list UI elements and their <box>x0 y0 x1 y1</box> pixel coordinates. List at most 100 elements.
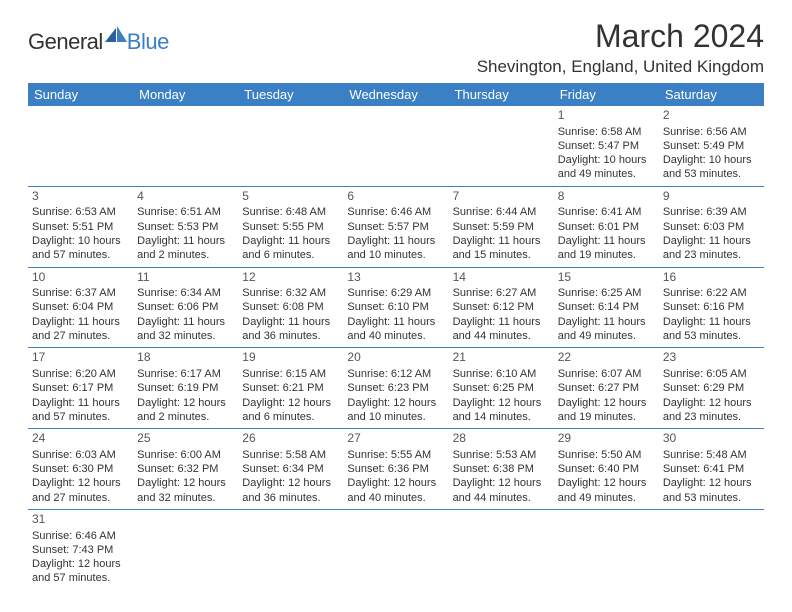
calendar-empty-cell <box>133 509 238 589</box>
day-number: 22 <box>558 350 655 366</box>
day-info-line: Daylight: 12 hours <box>242 476 339 490</box>
calendar-week-row: 31Sunrise: 6:46 AMSunset: 7:43 PMDayligh… <box>28 509 764 589</box>
day-info-line: and 36 minutes. <box>242 329 339 343</box>
day-info-line: and 40 minutes. <box>347 491 444 505</box>
day-number: 16 <box>663 270 760 286</box>
day-info-line: Sunrise: 6:44 AM <box>453 205 550 219</box>
day-number: 14 <box>453 270 550 286</box>
calendar-body: 1Sunrise: 6:58 AMSunset: 5:47 PMDaylight… <box>28 106 764 590</box>
calendar-empty-cell <box>238 106 343 186</box>
day-info-line: Daylight: 11 hours <box>242 315 339 329</box>
day-number: 25 <box>137 431 234 447</box>
day-info-line: and 49 minutes. <box>558 329 655 343</box>
calendar-empty-cell <box>28 106 133 186</box>
day-info-line: Sunset: 6:27 PM <box>558 381 655 395</box>
day-number: 31 <box>32 512 129 528</box>
day-info-line: and 57 minutes. <box>32 410 129 424</box>
day-info-line: Sunrise: 5:48 AM <box>663 448 760 462</box>
day-info-line: and 44 minutes. <box>453 329 550 343</box>
calendar-day-cell: 23Sunrise: 6:05 AMSunset: 6:29 PMDayligh… <box>659 348 764 429</box>
weekday-header: Tuesday <box>238 83 343 106</box>
calendar-week-row: 3Sunrise: 6:53 AMSunset: 5:51 PMDaylight… <box>28 186 764 267</box>
day-info-line: Sunset: 6:29 PM <box>663 381 760 395</box>
day-info-line: and 53 minutes. <box>663 491 760 505</box>
weekday-header: Monday <box>133 83 238 106</box>
calendar-day-cell: 26Sunrise: 5:58 AMSunset: 6:34 PMDayligh… <box>238 429 343 510</box>
weekday-header: Thursday <box>449 83 554 106</box>
day-info-line: Sunset: 5:49 PM <box>663 139 760 153</box>
weekday-header: Sunday <box>28 83 133 106</box>
day-number: 9 <box>663 189 760 205</box>
day-info-line: and 23 minutes. <box>663 410 760 424</box>
day-info-line: Sunset: 6:12 PM <box>453 300 550 314</box>
day-info-line: and 32 minutes. <box>137 329 234 343</box>
day-info-line: Sunrise: 6:39 AM <box>663 205 760 219</box>
day-number: 2 <box>663 108 760 124</box>
day-info-line: and 44 minutes. <box>453 491 550 505</box>
day-info-line: Sunset: 6:19 PM <box>137 381 234 395</box>
calendar-empty-cell <box>343 509 448 589</box>
day-number: 24 <box>32 431 129 447</box>
day-info-line: Daylight: 11 hours <box>242 234 339 248</box>
day-info-line: and 57 minutes. <box>32 248 129 262</box>
day-info-line: Sunrise: 6:25 AM <box>558 286 655 300</box>
calendar-day-cell: 6Sunrise: 6:46 AMSunset: 5:57 PMDaylight… <box>343 186 448 267</box>
day-info-line: Daylight: 11 hours <box>663 234 760 248</box>
day-info-line: and 6 minutes. <box>242 248 339 262</box>
day-info-line: Sunrise: 6:00 AM <box>137 448 234 462</box>
day-info-line: Sunrise: 6:29 AM <box>347 286 444 300</box>
day-info-line: Sunrise: 6:51 AM <box>137 205 234 219</box>
calendar-empty-cell <box>449 106 554 186</box>
day-info-line: Daylight: 11 hours <box>663 315 760 329</box>
day-info-line: Sunset: 5:53 PM <box>137 220 234 234</box>
calendar-day-cell: 12Sunrise: 6:32 AMSunset: 6:08 PMDayligh… <box>238 267 343 348</box>
logo-text-blue: Blue <box>127 29 169 55</box>
day-number: 23 <box>663 350 760 366</box>
day-info-line: Sunset: 6:41 PM <box>663 462 760 476</box>
day-info-line: Sunset: 6:03 PM <box>663 220 760 234</box>
calendar-day-cell: 15Sunrise: 6:25 AMSunset: 6:14 PMDayligh… <box>554 267 659 348</box>
day-info-line: Daylight: 11 hours <box>347 315 444 329</box>
calendar-day-cell: 5Sunrise: 6:48 AMSunset: 5:55 PMDaylight… <box>238 186 343 267</box>
day-info-line: Daylight: 11 hours <box>453 234 550 248</box>
day-info-line: and 36 minutes. <box>242 491 339 505</box>
calendar-day-cell: 8Sunrise: 6:41 AMSunset: 6:01 PMDaylight… <box>554 186 659 267</box>
location: Shevington, England, United Kingdom <box>477 57 764 77</box>
day-number: 10 <box>32 270 129 286</box>
day-info-line: Sunset: 6:10 PM <box>347 300 444 314</box>
day-info-line: Daylight: 10 hours <box>663 153 760 167</box>
day-info-line: Sunrise: 6:37 AM <box>32 286 129 300</box>
day-info-line: Sunset: 6:04 PM <box>32 300 129 314</box>
calendar-empty-cell <box>343 106 448 186</box>
day-number: 27 <box>347 431 444 447</box>
day-info-line: and 10 minutes. <box>347 410 444 424</box>
day-number: 7 <box>453 189 550 205</box>
day-info-line: Daylight: 12 hours <box>663 476 760 490</box>
title-block: March 2024 Shevington, England, United K… <box>477 18 764 77</box>
day-number: 8 <box>558 189 655 205</box>
day-info-line: Daylight: 11 hours <box>558 234 655 248</box>
day-info-line: Daylight: 12 hours <box>558 396 655 410</box>
day-info-line: Sunrise: 6:15 AM <box>242 367 339 381</box>
day-info-line: Sunset: 6:01 PM <box>558 220 655 234</box>
calendar-week-row: 24Sunrise: 6:03 AMSunset: 6:30 PMDayligh… <box>28 429 764 510</box>
calendar-day-cell: 22Sunrise: 6:07 AMSunset: 6:27 PMDayligh… <box>554 348 659 429</box>
day-info-line: and 32 minutes. <box>137 491 234 505</box>
day-info-line: Sunset: 6:30 PM <box>32 462 129 476</box>
calendar-day-cell: 24Sunrise: 6:03 AMSunset: 6:30 PMDayligh… <box>28 429 133 510</box>
day-info-line: and 53 minutes. <box>663 167 760 181</box>
day-info-line: and 19 minutes. <box>558 248 655 262</box>
day-info-line: Sunset: 5:59 PM <box>453 220 550 234</box>
day-number: 26 <box>242 431 339 447</box>
day-info-line: Sunset: 6:21 PM <box>242 381 339 395</box>
day-info-line: Sunrise: 5:50 AM <box>558 448 655 462</box>
day-info-line: Sunset: 6:17 PM <box>32 381 129 395</box>
month-title: March 2024 <box>477 18 764 55</box>
day-info-line: Sunrise: 5:55 AM <box>347 448 444 462</box>
day-info-line: Sunrise: 6:27 AM <box>453 286 550 300</box>
day-number: 21 <box>453 350 550 366</box>
day-info-line: Daylight: 11 hours <box>558 315 655 329</box>
day-number: 13 <box>347 270 444 286</box>
day-info-line: Sunrise: 6:46 AM <box>347 205 444 219</box>
day-info-line: and 10 minutes. <box>347 248 444 262</box>
